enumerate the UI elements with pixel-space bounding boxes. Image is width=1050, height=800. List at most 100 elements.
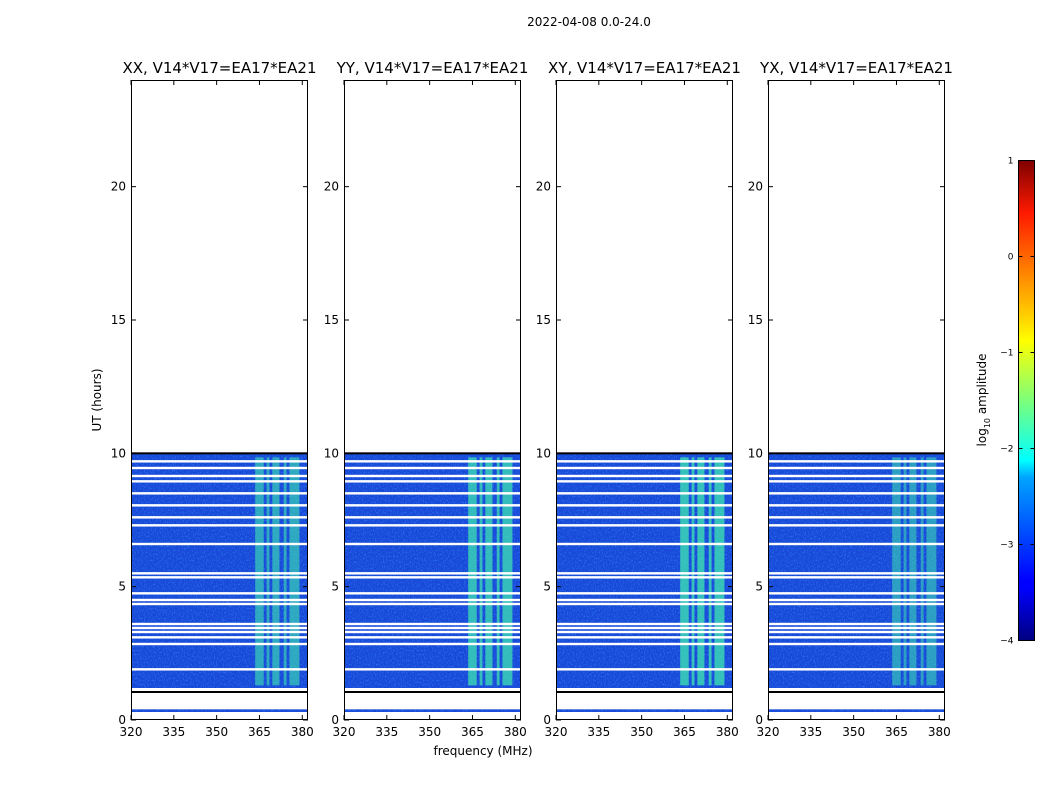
- flag-line: [131, 642, 308, 646]
- gap-line: [556, 452, 733, 455]
- flag-line: [768, 576, 945, 579]
- panel-title: XX, V14*V17=EA17*EA21: [122, 59, 316, 77]
- flag-line: [768, 636, 945, 639]
- rfi-band: [468, 457, 477, 686]
- x-tick-label: 365: [673, 725, 696, 739]
- x-tick-label: 380: [504, 725, 527, 739]
- panel-xx: XX, V14*V17=EA17*EA21 320 335 350 365 380 0 5 10…: [111, 59, 317, 739]
- flag-line: [768, 668, 945, 671]
- flag-line: [131, 480, 308, 483]
- y-tick-label: 0: [755, 713, 763, 727]
- x-tick-label: 350: [630, 725, 653, 739]
- x-tick-label: 380: [716, 725, 739, 739]
- flag-line: [556, 636, 733, 639]
- colorbar-gradient: [1018, 160, 1035, 641]
- flag-line: [131, 492, 308, 495]
- flag-line: [768, 492, 945, 495]
- panel-yx: YX, V14*V17=EA17*EA21 320 335 350 365 380 0 5 10…: [748, 59, 953, 739]
- colorbar-tick-label: −4: [1000, 637, 1014, 647]
- x-tick-label: 365: [248, 725, 271, 739]
- gap-line: [344, 691, 521, 693]
- x-tick-label: 335: [799, 725, 822, 739]
- gap-line: [768, 691, 945, 693]
- x-tick-label: 335: [375, 725, 398, 739]
- y-tick-label: 0: [118, 713, 126, 727]
- flag-line: [556, 630, 733, 634]
- x-tick-label: 350: [418, 725, 441, 739]
- flag-line: [344, 598, 521, 602]
- flag-line: [344, 668, 521, 671]
- flag-line: [344, 636, 521, 639]
- flag-line: [131, 592, 308, 595]
- flag-line: [556, 516, 733, 519]
- flag-line: [344, 622, 521, 626]
- flag-line: [768, 504, 945, 507]
- panel-frame: [131, 80, 308, 720]
- flag-line: [556, 480, 733, 483]
- panel-plot-area: [556, 452, 733, 712]
- gap-line: [131, 452, 308, 455]
- flag-line: [556, 572, 733, 575]
- flag-line: [556, 642, 733, 646]
- x-tick-label: 350: [842, 725, 865, 739]
- panels: XX, V14*V17=EA17*EA21 320 335 350 365 380 0 5 10…: [111, 59, 953, 739]
- flag-line: [131, 598, 308, 602]
- flag-line: [344, 492, 521, 495]
- flag-line: [344, 480, 521, 483]
- flag-line: [131, 516, 308, 519]
- x-tick-label: 365: [885, 725, 908, 739]
- x-tick-label: 335: [162, 725, 185, 739]
- rfi-band: [926, 457, 937, 686]
- flag-line: [344, 602, 521, 606]
- y-tick-label: 5: [118, 580, 126, 594]
- flag-line: [768, 626, 945, 630]
- y-tick-label: 15: [536, 313, 551, 327]
- rfi-band: [920, 457, 924, 686]
- flag-line: [344, 474, 521, 478]
- flag-line: [768, 602, 945, 606]
- rfi-band: [255, 457, 264, 686]
- x-axis-label: frequency (MHz): [433, 744, 532, 758]
- flag-line: [344, 576, 521, 579]
- gap-line: [768, 452, 945, 455]
- colorbar-tick-label: 0: [1008, 253, 1014, 263]
- flag-line: [556, 474, 733, 478]
- colorbar-label-log: log: [975, 428, 989, 446]
- colorbar-ticks: 1 0 −1 −2 −3 −4: [1000, 157, 1035, 647]
- flag-line: [344, 460, 521, 463]
- flag-line: [768, 474, 945, 478]
- flag-line: [556, 598, 733, 602]
- y-tick-label: 5: [543, 580, 551, 594]
- heatmap-noise: [131, 453, 308, 688]
- flag-line: [344, 516, 521, 519]
- panel-yy: YY, V14*V17=EA17*EA21 320 335 350 365 380 0 5 10…: [324, 59, 529, 739]
- panel-xy: XY, V14*V17=EA17*EA21 320 335 350 365 380 0 5 10…: [536, 59, 741, 739]
- flag-line: [556, 466, 733, 470]
- y-tick-label: 15: [748, 313, 763, 327]
- flag-line: [556, 668, 733, 671]
- flag-line: [556, 524, 733, 527]
- panel-frame: [768, 80, 945, 720]
- flag-line: [768, 572, 945, 575]
- flag-line: [768, 460, 945, 463]
- rfi-band: [289, 457, 300, 686]
- flag-line: [131, 524, 308, 527]
- rfi-band: [892, 457, 901, 686]
- flag-line: [556, 504, 733, 507]
- y-tick-label: 5: [331, 580, 339, 594]
- flag-line: [131, 504, 308, 507]
- heatmap-noise: [131, 709, 308, 712]
- flag-line: [344, 542, 521, 546]
- rfi-band: [502, 457, 513, 686]
- x-tick-label: 380: [291, 725, 314, 739]
- flag-line: [131, 460, 308, 463]
- colorbar-tick-label: −3: [1000, 541, 1013, 551]
- x-tick-label: 320: [545, 725, 568, 739]
- y-tick-label: 15: [324, 313, 339, 327]
- y-tick-label: 10: [324, 446, 339, 460]
- flag-line: [344, 524, 521, 527]
- flag-line: [556, 492, 733, 495]
- rfi-band: [697, 457, 705, 686]
- heatmap-noise: [344, 453, 521, 688]
- flag-line: [131, 572, 308, 575]
